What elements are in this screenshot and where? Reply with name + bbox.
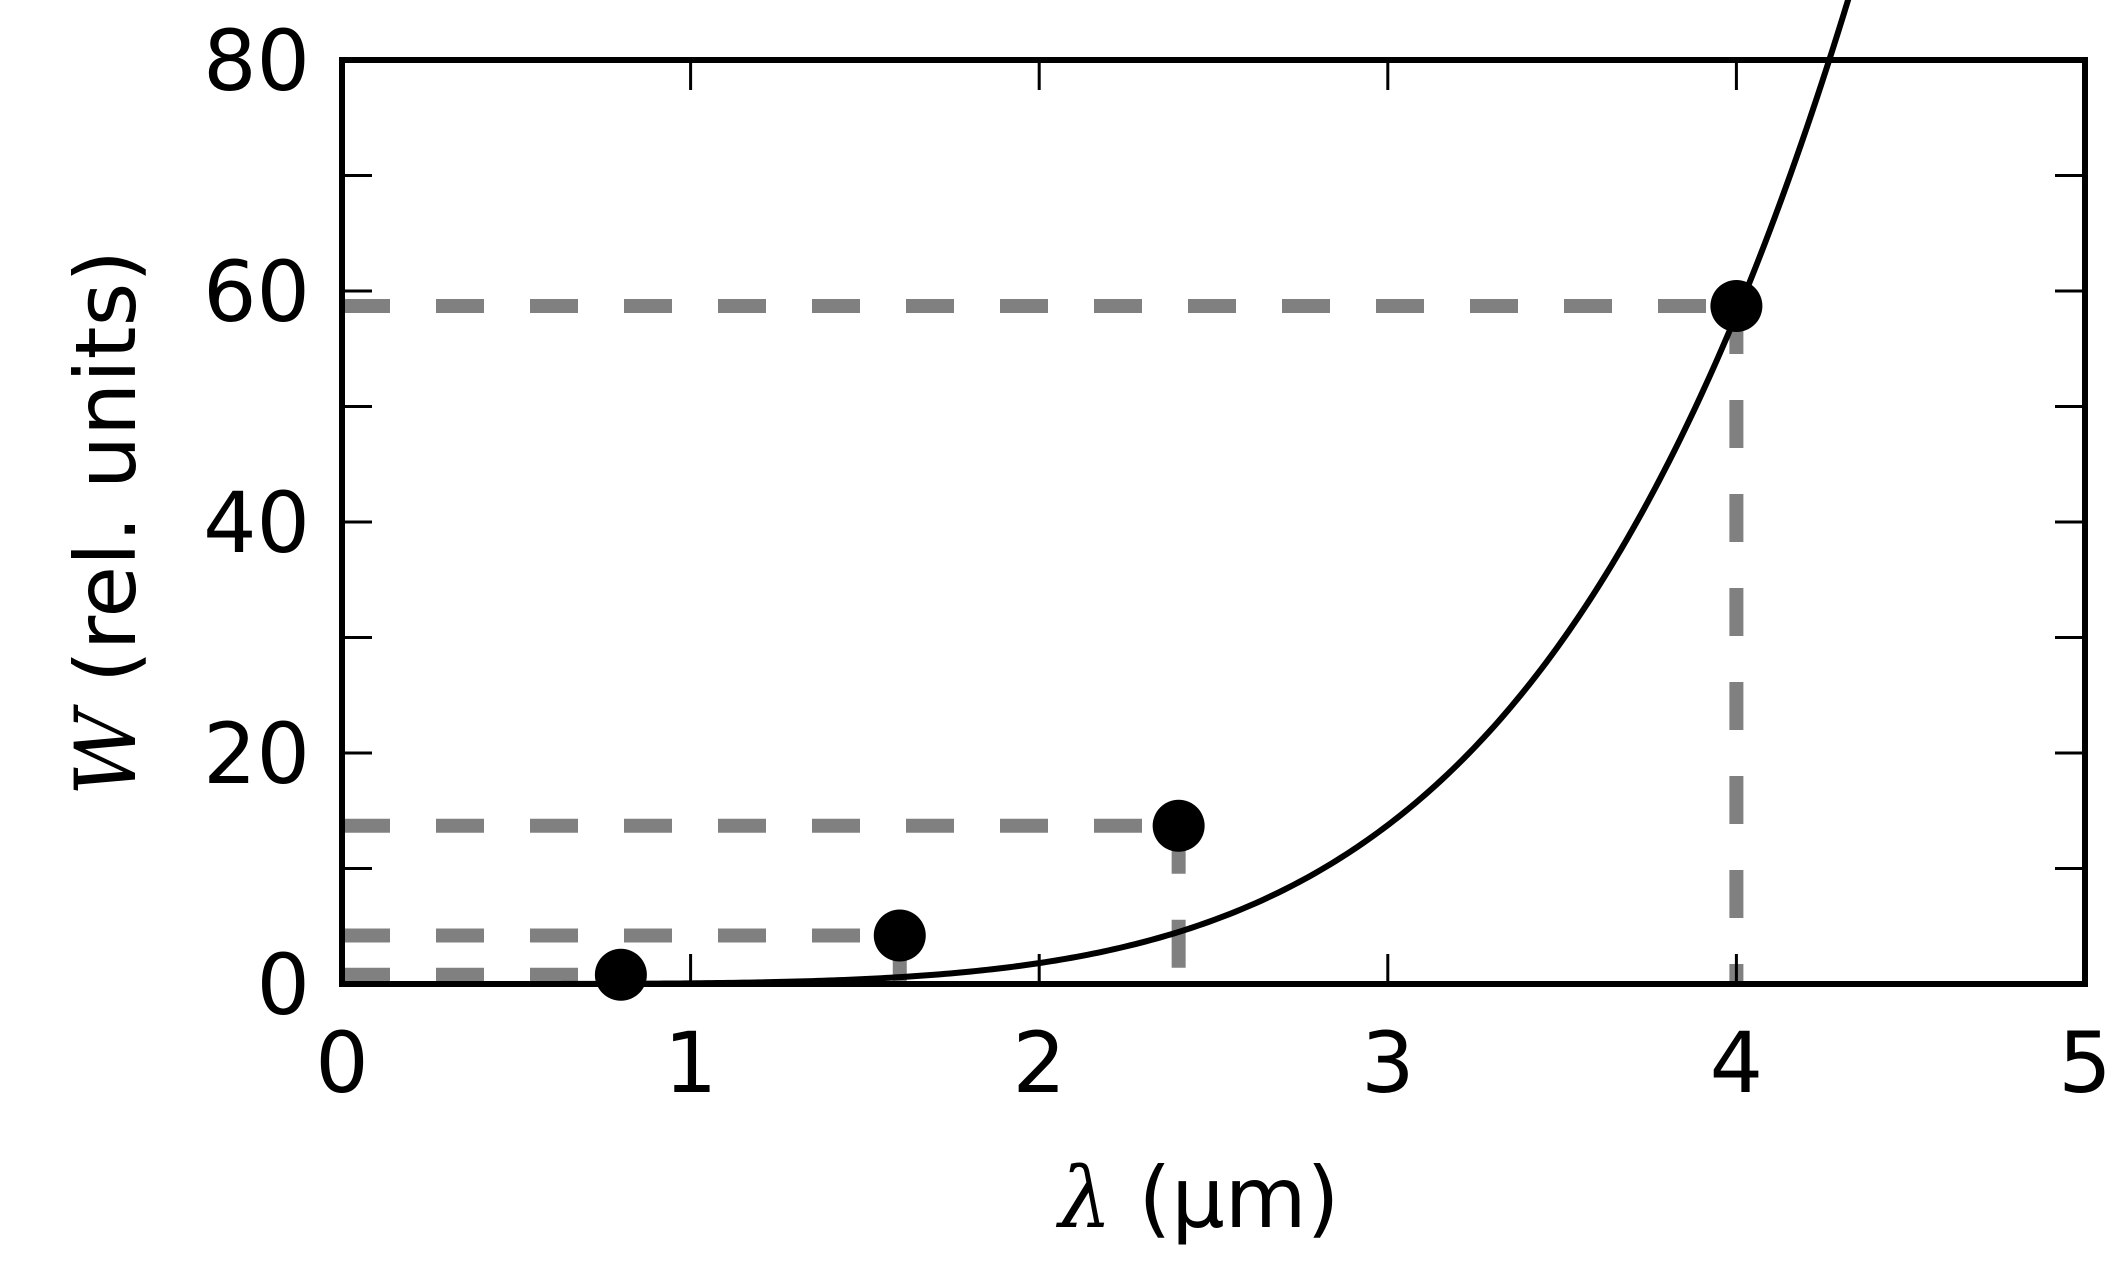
x-tick-label-0: 0 [315,1014,368,1112]
x-tick-label-1: 1 [664,1014,717,1112]
y-tick-label-0: 0 [257,936,310,1034]
plot-frame [339,57,2088,987]
x-tick-labels: 0 1 2 3 4 5 [315,1014,2111,1112]
data-point-2 [1152,799,1205,852]
y-axis-unit: (rel. units) [57,250,155,710]
x-tick-label-5: 5 [2058,1014,2111,1112]
x-tick-label-4: 4 [1710,1014,1763,1112]
x-axis-symbol: λ [1056,1149,1112,1247]
data-point-1 [873,909,926,962]
y-tick-label-2: 40 [203,474,310,572]
x-tick-label-2: 2 [1012,1014,1065,1112]
y-tick-label-1: 20 [203,705,310,803]
x-axis-unit: (μm) [1112,1149,1340,1247]
axis-ticks [340,58,2087,986]
y-axis-symbol: W [57,703,155,796]
y-axis-label: W (rel. units) [57,250,155,796]
fit-curve [342,0,1852,987]
data-point-0 [594,948,647,1001]
guide-lines [342,299,1744,984]
x-axis-label: λ (μm) [1056,1149,1340,1247]
y-tick-label-3: 60 [203,243,310,341]
y-tick-label-4: 80 [203,12,310,110]
data-points [594,280,1763,1001]
y-tick-labels: 0 20 40 60 80 [203,12,310,1034]
data-point-3 [1710,280,1763,333]
x-tick-label-3: 3 [1361,1014,1414,1112]
